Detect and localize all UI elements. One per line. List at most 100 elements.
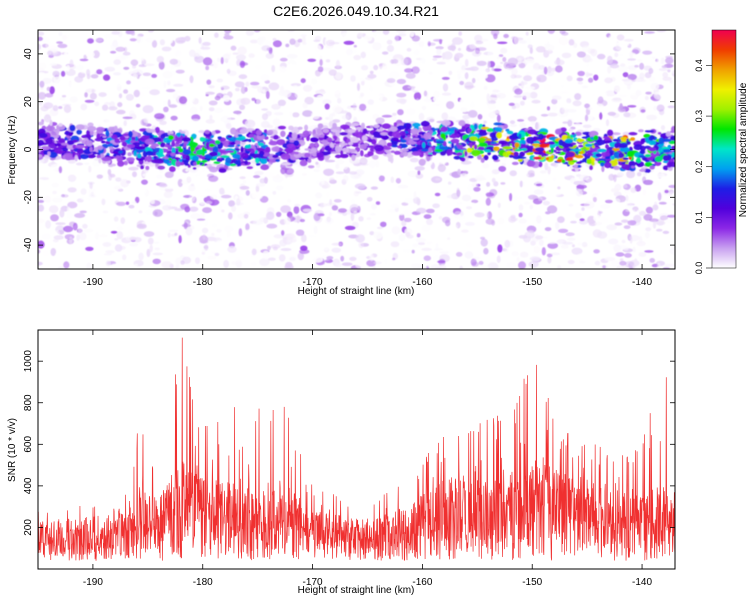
spectrogram-cell (63, 117, 73, 124)
spectrogram-cell (503, 33, 509, 39)
spectrogram-cell (316, 152, 324, 158)
spectrogram-cell (495, 65, 502, 69)
spectrogram-cell (612, 213, 621, 220)
spectrogram-cell (342, 175, 349, 182)
spectrogram-cell (439, 150, 447, 156)
spectrogram-cell (297, 126, 303, 130)
spectrogram-cell (436, 48, 442, 55)
spectrogram-cell (189, 49, 196, 57)
spectrogram-cell (44, 195, 52, 203)
spectrogram-cell (403, 197, 414, 204)
spectrogram-cell (339, 132, 348, 136)
spectrogram-cell (311, 238, 318, 247)
spectrogram-cell (652, 204, 659, 211)
spectrogram-cell (664, 189, 669, 194)
spectrogram-cell (464, 150, 468, 157)
spectrogram-cell (491, 177, 496, 183)
spectrogram-cell (391, 114, 397, 121)
spectrogram-cell (613, 198, 621, 204)
spectrogram-cell (205, 119, 215, 124)
spectrogram-cell (391, 226, 401, 235)
spectrogram-cell (66, 206, 70, 212)
spectrogram-cell (234, 148, 241, 151)
spectrogram-cell (568, 203, 574, 207)
spectrogram-cell (373, 231, 383, 240)
spectrogram-cell (211, 251, 216, 254)
spectrogram-cell (205, 65, 210, 71)
spectrogram-cell (513, 37, 524, 41)
spectrogram-cell (225, 157, 232, 164)
spectrogram-cell (474, 212, 485, 218)
spectrogram-cell (157, 165, 165, 170)
spectrogram-cell (154, 126, 160, 134)
spectrogram-cell (353, 54, 362, 61)
spectrogram-cell (366, 217, 372, 221)
spectrogram-cell (63, 225, 74, 233)
spectrogram-cell (413, 92, 422, 101)
spectrogram-cell (531, 99, 541, 104)
spectrogram-cell (668, 161, 675, 168)
spectrogram-cell (610, 260, 620, 267)
figure-title: C2E6.2026.049.10.34.R21 (273, 3, 439, 19)
spectrogram-cell (57, 266, 64, 269)
spectrogram-cell (272, 38, 277, 41)
spectrogram-cell (634, 64, 639, 68)
spectrogram-cell (632, 122, 637, 127)
spectrogram-cell (568, 39, 575, 46)
spectrogram-cell (67, 187, 77, 193)
spectrogram-cell (497, 244, 503, 253)
spectrogram-cell (190, 183, 195, 187)
spectrogram-cell (184, 206, 191, 213)
spectrogram-cell (662, 160, 669, 164)
spectrogram-cell (161, 46, 172, 52)
spectrogram-cell (50, 163, 59, 171)
spectrogram-cell (175, 167, 180, 170)
spectrogram-cell (254, 170, 264, 176)
spectrogram-cell (567, 259, 575, 265)
spectrogram-cell (443, 51, 453, 60)
spectrogram-cell (201, 251, 205, 255)
spectrogram-cell (354, 191, 362, 194)
spectrogram-cell (322, 139, 329, 146)
spectrogram-cell (85, 246, 94, 251)
spectrogram-cell (294, 151, 299, 155)
spectrogram-cell (561, 159, 566, 164)
spectrogram-cell (255, 184, 260, 193)
spectrogram-cell (186, 121, 192, 126)
spectrogram-cell (47, 50, 54, 56)
spectrogram-cell (377, 226, 383, 230)
spectrogram-cell (616, 34, 625, 41)
spectrogram-cell (53, 235, 64, 240)
spectrogram-cell (145, 37, 154, 43)
spectrogram-cell (525, 55, 530, 59)
spectrogram-cell (60, 206, 66, 212)
spectrogram-cell (38, 121, 44, 126)
spectrogram-cell (428, 108, 439, 115)
spectrogram-cell (239, 104, 246, 110)
spectrogram-cell (412, 41, 420, 46)
spectrogram-cell (520, 148, 528, 151)
spectrogram-cell (52, 70, 60, 78)
spectrogram-cell (310, 137, 319, 143)
spectrogram-cell (259, 153, 264, 158)
spectrogram-cell (427, 41, 431, 47)
spectrogram-cell (572, 100, 582, 107)
spectrogram-cell (501, 141, 505, 145)
spectrogram-cell (369, 253, 375, 262)
spectrogram-cell (600, 204, 611, 209)
spectrogram-cell (660, 125, 666, 131)
spectrogram-cell (503, 124, 509, 129)
spectrogram-cell (616, 172, 624, 177)
spectrogram-cell (670, 130, 675, 134)
spectrogram-cell (181, 137, 192, 142)
spectrogram-cell (72, 151, 76, 158)
spectrogram-cell (374, 144, 384, 152)
spectrogram-cell (38, 31, 45, 36)
spectrogram-cell (411, 263, 422, 269)
spectrogram-cell (491, 154, 498, 161)
spectrogram-cell (440, 126, 448, 133)
spectrogram-cell (188, 141, 199, 148)
spectrogram-cell (561, 52, 572, 59)
spectrogram-cell (605, 90, 616, 97)
spectrogram-cell (135, 146, 146, 150)
